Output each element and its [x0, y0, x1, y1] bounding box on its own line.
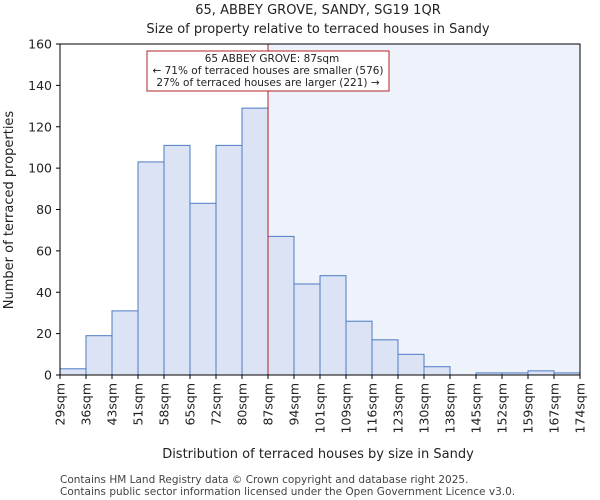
- annotation-line-1: 65 ABBEY GROVE: 87sqm: [205, 53, 340, 65]
- x-tick-label: 152sqm: [495, 383, 510, 433]
- bar-101sqm: [319, 275, 347, 376]
- y-tick-label: 160: [28, 37, 52, 52]
- bar-116sqm: [371, 339, 399, 376]
- y-axis-label: Number of terraced properties: [2, 111, 17, 310]
- x-tick-label: 94sqm: [287, 383, 302, 426]
- bar-123sqm: [397, 353, 425, 376]
- footer-line-2: Contains public sector information licen…: [60, 486, 515, 498]
- y-tick-label: 140: [28, 78, 52, 93]
- x-tick-label: 159sqm: [521, 383, 536, 433]
- x-tick-label: 51sqm: [131, 383, 146, 426]
- bars: [59, 107, 581, 376]
- y-tick-label: 20: [36, 326, 52, 341]
- chart-subtitle: Size of property relative to terraced ho…: [146, 22, 489, 37]
- x-tick-label: 174sqm: [573, 383, 588, 433]
- bar-87sqm: [267, 235, 295, 376]
- x-tick-label: 29sqm: [53, 383, 68, 426]
- x-tick-label: 116sqm: [365, 383, 380, 433]
- y-tick-label: 120: [28, 119, 52, 134]
- bar-58sqm: [163, 144, 191, 376]
- x-tick-label: 80sqm: [235, 383, 250, 426]
- bar-36sqm: [85, 335, 113, 376]
- x-axis: 29sqm 36sqm 43sqm 51sqm 58sqm 65sqm 72sqm 80sqm…: [53, 375, 588, 433]
- bar-109sqm: [345, 320, 373, 376]
- bar-80sqm: [241, 107, 269, 376]
- x-tick-label: 87sqm: [261, 383, 276, 426]
- annotation-line-3: 27% of terraced houses are larger (221) …: [156, 77, 379, 89]
- bar-72sqm: [215, 144, 243, 376]
- annotation-border: [146, 50, 390, 92]
- bar-29sqm: [59, 368, 87, 376]
- x-tick-label: 36sqm: [79, 383, 94, 426]
- x-tick-label: 58sqm: [157, 383, 172, 426]
- y-tick-label: 0: [44, 368, 52, 383]
- bar-130sqm: [423, 366, 451, 376]
- x-tick-label: 101sqm: [313, 383, 328, 433]
- annotation-box: 65 ABBEY GROVE: 87sqm ← 71% of terraced …: [146, 50, 390, 92]
- bar-94sqm: [293, 283, 321, 376]
- x-tick-label: 123sqm: [391, 383, 406, 433]
- chart-title: 65, ABBEY GROVE, SANDY, SG19 1QR: [195, 3, 440, 18]
- x-tick-label: 43sqm: [105, 383, 120, 426]
- annotation-line-2: ← 71% of terraced houses are smaller (57…: [152, 65, 383, 77]
- x-tick-label: 167sqm: [547, 383, 562, 433]
- x-tick-label: 145sqm: [469, 383, 484, 433]
- bar-43sqm: [111, 310, 139, 376]
- x-tick-label: 109sqm: [339, 383, 354, 433]
- x-tick-label: 138sqm: [443, 383, 458, 433]
- x-tick-label: 130sqm: [417, 383, 432, 433]
- footer-line-1: Contains HM Land Registry data © Crown c…: [60, 474, 468, 486]
- y-tick-label: 80: [36, 202, 52, 217]
- bar-159sqm: [527, 370, 555, 376]
- y-tick-label: 60: [36, 243, 52, 258]
- x-axis-label: Distribution of terraced houses by size …: [162, 447, 474, 462]
- y-axis: 0 20 40 60 80 100 120 140 160: [28, 37, 60, 383]
- bar-65sqm: [189, 202, 217, 376]
- x-tick-label: 72sqm: [209, 383, 224, 426]
- x-tick-label: 65sqm: [183, 383, 198, 426]
- y-tick-label: 40: [36, 285, 52, 300]
- bar-51sqm: [137, 161, 165, 376]
- y-tick-label: 100: [28, 161, 52, 176]
